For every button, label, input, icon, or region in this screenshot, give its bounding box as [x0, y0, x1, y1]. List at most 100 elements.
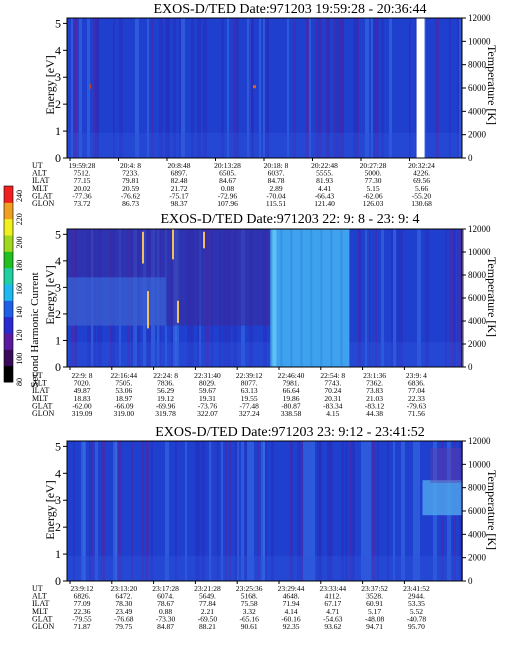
table-cell: 44.38	[366, 409, 383, 418]
table-cell: 23.49	[115, 607, 132, 616]
spectral-stripe	[91, 441, 93, 581]
table-cell: 82.48	[171, 176, 188, 185]
colorbar-tick-label: 220	[15, 213, 24, 225]
table-cell: -76.68	[114, 614, 134, 623]
spectral-stripe	[393, 229, 396, 367]
table-cell: 77.84	[199, 599, 216, 608]
y2-tick-label: 10000	[468, 247, 491, 257]
colorbar-block	[4, 349, 13, 367]
y-tick-label: 0	[55, 360, 61, 374]
y-tick-label: 2	[55, 520, 61, 534]
y2-tick-label: 8000	[468, 270, 487, 280]
panel-3: EXOS-D/TED Date:971203 23: 9:12 - 23:41:…	[32, 425, 499, 631]
table-cell: 5555.	[316, 169, 333, 178]
spectral-stripe	[389, 18, 392, 158]
row-label: GLON	[32, 199, 54, 208]
spectral-stripe	[119, 18, 123, 158]
enhanced-band-stripe	[270, 229, 273, 367]
spectral-stripe	[251, 441, 254, 581]
spectral-stripe	[245, 441, 247, 581]
table-cell: 6836.	[408, 379, 425, 388]
y2-tick-label: 0	[468, 362, 473, 372]
colorbar-block	[4, 267, 13, 285]
spectral-stripe	[173, 18, 176, 158]
colorbar-tick-label: 100	[15, 353, 24, 365]
bright-line	[203, 231, 205, 249]
table-cell: 6897.	[171, 169, 188, 178]
spectral-stripe	[89, 441, 91, 581]
table-cell: -66.09	[114, 401, 134, 410]
colorbar-tick-label: 240	[15, 190, 24, 202]
table-cell: 2.21	[201, 607, 214, 616]
y-tick-label: 2	[55, 97, 61, 111]
spectral-stripe	[413, 441, 417, 581]
spectral-stripe	[457, 229, 461, 367]
x-tick-label: 20:8:48	[168, 161, 191, 170]
spectral-stripe	[151, 18, 154, 158]
x-tick-label: 22:39:12	[236, 371, 263, 380]
y-tick-label: 0	[55, 151, 61, 165]
x-tick-label: 23:41:52	[403, 584, 430, 593]
panel-1-y-label: Energy [eV]	[43, 55, 57, 114]
spectral-stripe	[401, 441, 405, 581]
spectral-stripe	[335, 18, 337, 158]
table-cell: 4.14	[284, 607, 297, 616]
table-cell: 319.00	[113, 409, 134, 418]
y-tick-label: 5	[55, 227, 61, 241]
x-tick-label: 20:27:28	[360, 161, 387, 170]
table-cell: 79.81	[122, 176, 139, 185]
table-cell: 88.21	[199, 622, 216, 631]
table-cell: -76.62	[121, 191, 141, 200]
spectral-stripe	[393, 441, 395, 581]
panel-2-y-label: Energy [eV]	[43, 265, 57, 324]
spectral-stripe	[409, 18, 411, 158]
table-cell: -75.17	[169, 191, 189, 200]
y2-tick-label: 12000	[468, 13, 491, 23]
x-tick-label: 23:29:44	[278, 584, 305, 593]
table-cell: -55.20	[412, 191, 432, 200]
spectral-stripe	[259, 18, 261, 158]
table-cell: 18.97	[115, 394, 132, 403]
x-tick-label: 20:4: 8	[120, 161, 141, 170]
y2-tick-label: 6000	[468, 83, 487, 93]
table-cell: 5649.	[199, 592, 216, 601]
enhanced-band-stripe	[280, 229, 283, 367]
colorbar-frame	[3, 185, 14, 383]
colorbar-tick-label: 120	[15, 330, 24, 342]
x-tick-label: 20:32:24	[408, 161, 435, 170]
table-cell: 6074.	[157, 592, 174, 601]
x-tick-label: 22:16:44	[110, 371, 137, 380]
table-cell: -69.96	[156, 401, 176, 410]
table-cell: 84.87	[157, 622, 174, 631]
y-tick-label: 4	[55, 254, 61, 268]
panel-1: EXOS-D/TED Date:971203 19:59:28 - 20:36:…	[32, 2, 499, 208]
spectral-stripe	[145, 441, 149, 581]
spectral-stripe	[415, 18, 417, 158]
colorbar-tick-label: 80	[15, 378, 24, 386]
spectral-stripe	[151, 441, 153, 581]
spectral-stripe	[265, 441, 267, 581]
table-cell: 7981.	[283, 379, 300, 388]
x-tick-label: 20:22:48	[311, 161, 338, 170]
x-tick-label: 23:13:20	[110, 584, 137, 593]
bright-line	[142, 231, 144, 264]
table-cell: -48.08	[365, 614, 385, 623]
spectral-stripe	[377, 18, 379, 158]
table-cell: 130.68	[411, 199, 432, 208]
colorbar-block	[4, 333, 13, 350]
data-gap	[416, 18, 425, 158]
panel-1-y2-ticks: 0 2000 4000 6000 8000 10000 12000	[462, 13, 491, 163]
enhanced-band-edge	[270, 229, 277, 367]
spectral-stripe	[293, 18, 296, 158]
spectral-stripe	[225, 441, 227, 581]
panel-3-y-label: Energy [eV]	[43, 480, 57, 539]
spectral-stripe	[241, 441, 244, 581]
table-cell: 19.86	[283, 394, 300, 403]
table-cell: 2.89	[269, 184, 282, 193]
spectral-stripe	[185, 441, 187, 581]
spectral-stripe	[353, 18, 356, 158]
spectral-stripe	[229, 441, 231, 581]
y2-tick-label: 0	[468, 153, 473, 163]
table-cell: 319.09	[72, 409, 93, 418]
